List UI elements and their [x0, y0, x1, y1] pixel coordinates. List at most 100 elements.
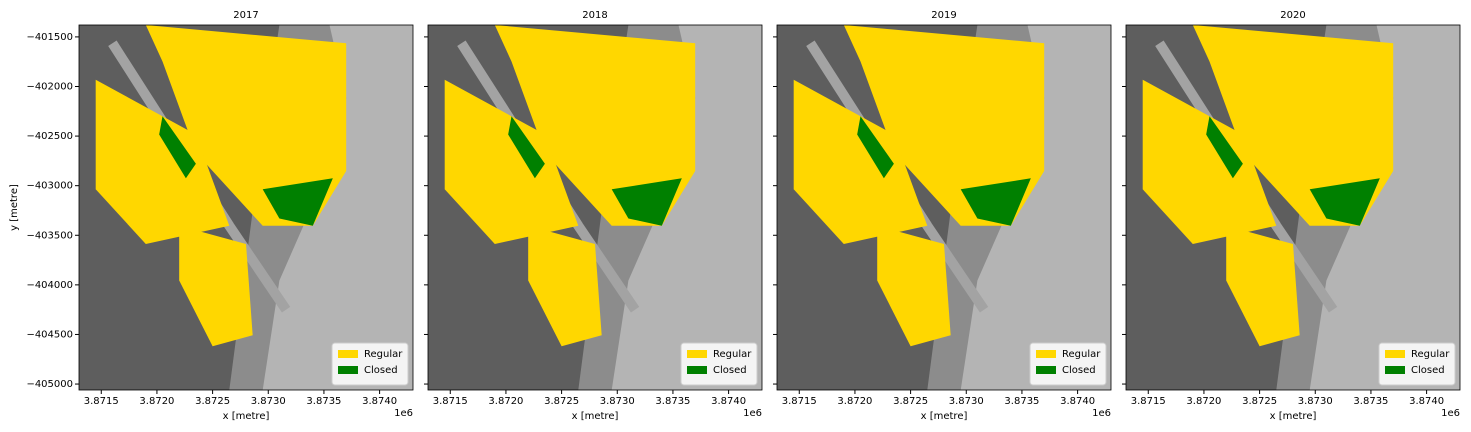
legend-label: Regular	[1411, 349, 1450, 360]
legend-swatch	[1385, 366, 1405, 374]
x-axis-label: x [metre]	[572, 411, 619, 422]
closed-area	[1309, 178, 1380, 226]
y-tick-label: −404000	[26, 280, 73, 291]
y-axis-label: y [metre]	[9, 184, 20, 231]
y-tick-label: −403500	[26, 230, 73, 241]
closed-area	[262, 178, 333, 226]
axes-frame	[78, 24, 414, 391]
closed-area	[159, 116, 196, 179]
closed-area	[508, 116, 545, 179]
x-offset-label: 1e6	[394, 408, 413, 419]
x-axis-label: x [metre]	[1270, 411, 1317, 422]
water	[960, 25, 1111, 390]
x-tick-label: 3.8735	[1004, 396, 1039, 407]
x-tick-label: 3.8740	[1060, 396, 1095, 407]
legend-swatch	[1385, 350, 1405, 358]
panel-title: 2018	[582, 10, 607, 21]
x-tick-label: 3.8730	[600, 396, 635, 407]
legend-label: Closed	[713, 365, 747, 376]
regular-area	[528, 225, 602, 347]
panel: 2019 3.8715 3.8720 3.8725 3.8730 3.8735 3.8740…	[773, 10, 1112, 422]
legend-swatch	[687, 366, 707, 374]
y-tick-label: −405000	[26, 379, 73, 390]
closed-area	[857, 116, 894, 179]
legend: Regular Closed	[1378, 342, 1456, 386]
x-tick-label: 3.8735	[655, 396, 690, 407]
x-tick-label: 3.8730	[251, 396, 286, 407]
legend-label: Closed	[1062, 365, 1096, 376]
y-tick-label: −402500	[26, 131, 73, 142]
legend-swatch	[1036, 366, 1056, 374]
legend-label: Regular	[1062, 349, 1101, 360]
x-tick-label: 3.8725	[195, 396, 230, 407]
x-tick-label: 3.8715	[782, 396, 817, 407]
axes-frame	[776, 24, 1112, 391]
x-tick-label: 3.8740	[711, 396, 746, 407]
x-tick-label: 3.8715	[84, 396, 119, 407]
regular-area	[1192, 25, 1394, 226]
regular-area	[494, 25, 696, 226]
water	[1309, 25, 1460, 390]
x-tick-label: 3.8720	[1186, 396, 1221, 407]
raster-image	[79, 25, 413, 390]
x-tick-label: 3.8735	[1353, 396, 1388, 407]
legend-swatch	[338, 366, 358, 374]
legend: Regular Closed	[680, 342, 758, 386]
legend: Regular Closed	[331, 342, 409, 386]
x-tick-label: 3.8730	[949, 396, 984, 407]
regular-area	[793, 79, 928, 244]
legend-label: Closed	[364, 365, 398, 376]
raster-image	[1126, 25, 1460, 390]
panel: 2018 3.8715 3.8720 3.8725 3.8730 3.8735 3.8740…	[424, 10, 763, 422]
axes-frame	[1125, 24, 1461, 391]
regular-area	[843, 25, 1045, 226]
closed-area	[611, 178, 682, 226]
legend-swatch	[687, 350, 707, 358]
legend: Regular Closed	[1029, 342, 1107, 386]
regular-area	[179, 225, 253, 347]
x-tick-label: 3.8725	[544, 396, 579, 407]
x-tick-label: 3.8715	[433, 396, 468, 407]
x-tick-label: 3.8720	[488, 396, 523, 407]
x-axis-label: x [metre]	[223, 411, 270, 422]
y-tick-label: −401500	[26, 32, 73, 43]
x-tick-label: 3.8720	[139, 396, 174, 407]
legend-label: Regular	[364, 349, 403, 360]
regular-area	[145, 25, 347, 226]
x-offset-label: 1e6	[1092, 408, 1111, 419]
x-tick-label: 3.8740	[362, 396, 397, 407]
regular-area	[95, 79, 230, 244]
y-tick-label: −402000	[26, 81, 73, 92]
panel-title: 2020	[1280, 10, 1305, 21]
y-tick-label: −403000	[26, 181, 73, 192]
panel: 2017 3.8715 3.8720 3.8725 3.8730 3.8735 3.8740…	[9, 10, 414, 422]
x-axis-label: x [metre]	[921, 411, 968, 422]
panel: 2020 3.8715 3.8720 3.8725 3.8730 3.8735 3.8740…	[1122, 10, 1461, 422]
raster-image	[777, 25, 1111, 390]
water	[262, 25, 413, 390]
x-tick-label: 3.8725	[893, 396, 928, 407]
regular-area	[1142, 79, 1277, 244]
raster-image	[428, 25, 762, 390]
legend-label: Closed	[1411, 365, 1445, 376]
legend-swatch	[338, 350, 358, 358]
x-offset-label: 1e6	[743, 408, 762, 419]
x-tick-label: 3.8740	[1409, 396, 1444, 407]
water	[611, 25, 762, 390]
regular-area	[877, 225, 951, 347]
panel-title: 2017	[233, 10, 258, 21]
panel-title: 2019	[931, 10, 956, 21]
x-offset-label: 1e6	[1441, 408, 1460, 419]
x-tick-label: 3.8720	[837, 396, 872, 407]
axes-frame	[427, 24, 763, 391]
regular-area	[444, 79, 579, 244]
x-tick-label: 3.8725	[1242, 396, 1277, 407]
x-tick-label: 3.8730	[1298, 396, 1333, 407]
regular-area	[1226, 225, 1300, 347]
closed-area	[1206, 116, 1243, 179]
x-tick-label: 3.8735	[306, 396, 341, 407]
closed-area	[960, 178, 1031, 226]
x-tick-label: 3.8715	[1131, 396, 1166, 407]
legend-label: Regular	[713, 349, 752, 360]
